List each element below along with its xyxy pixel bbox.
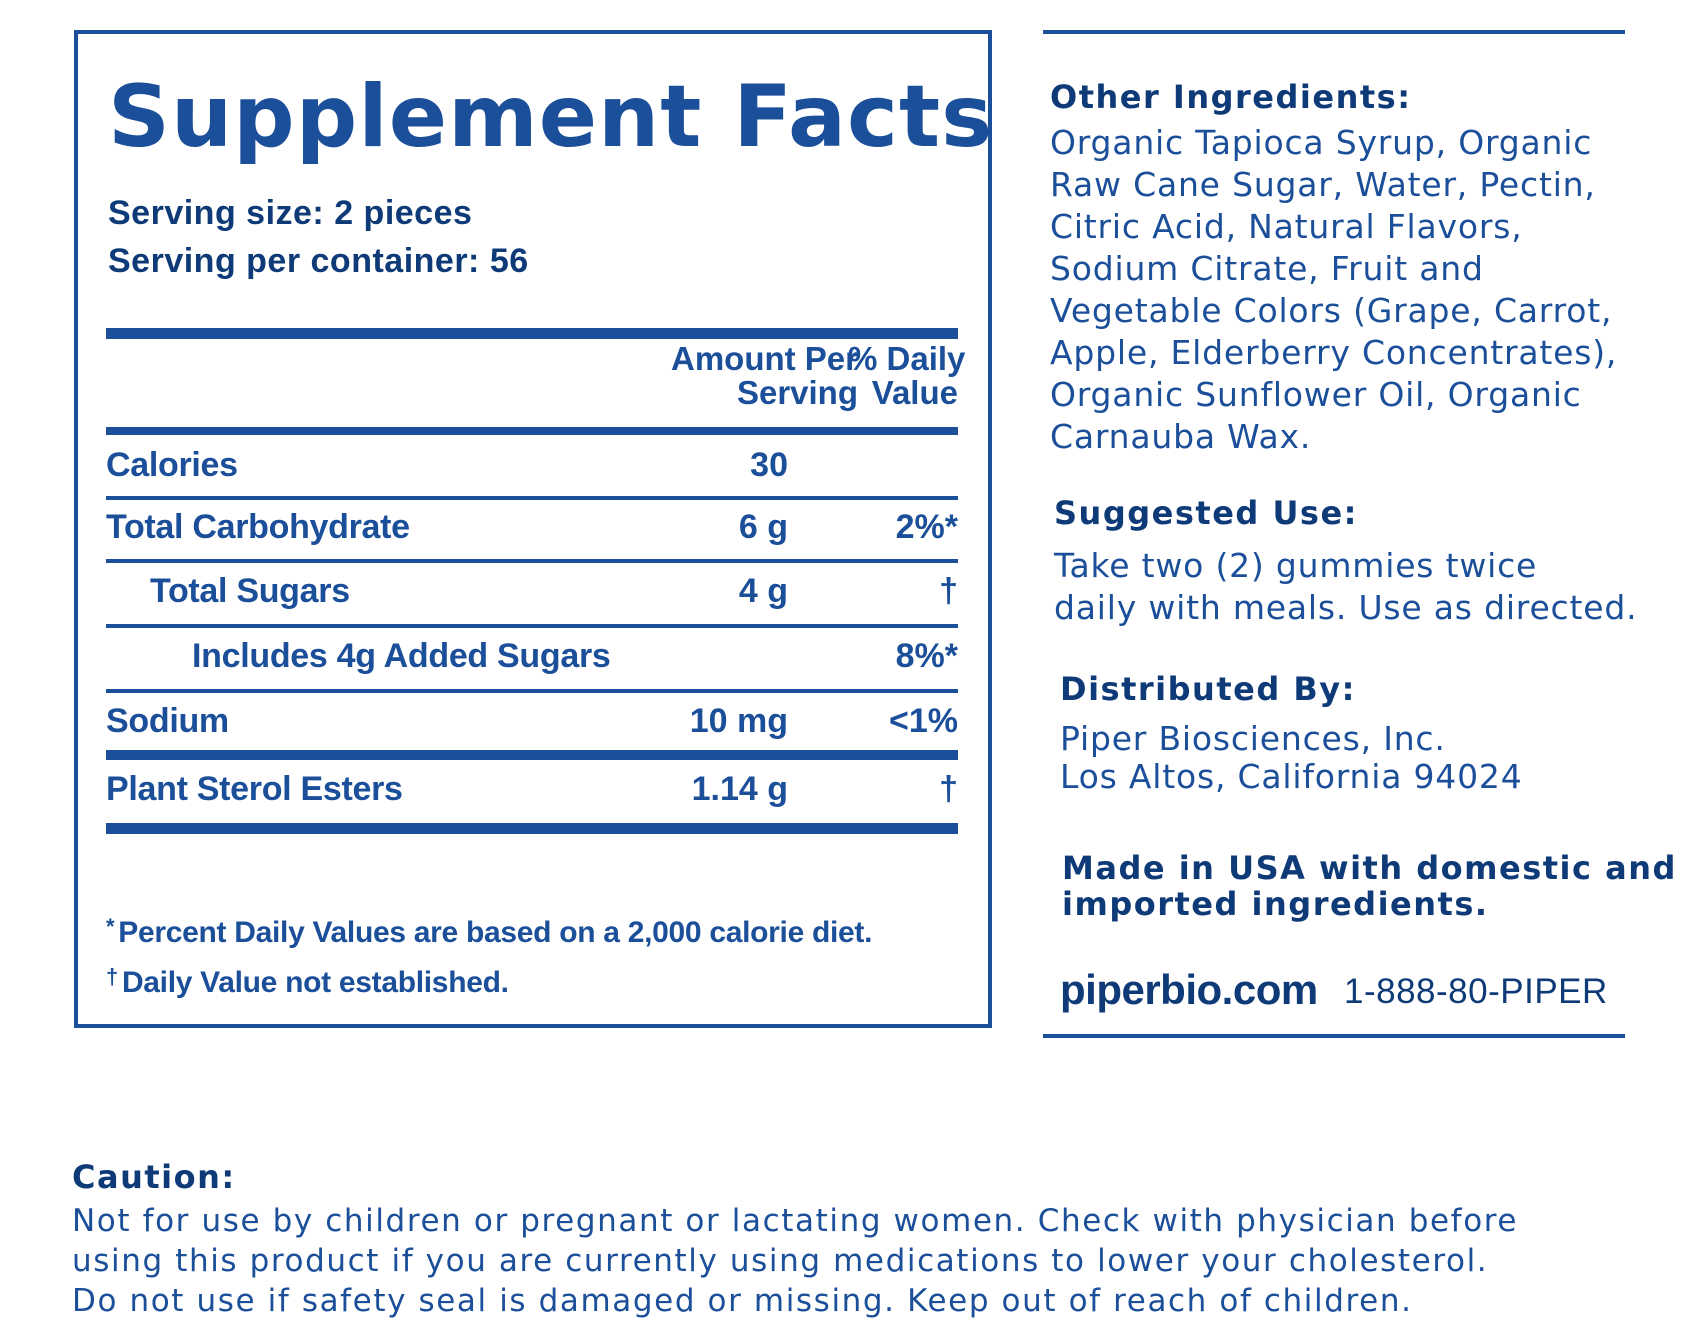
suggested-use-line: Take two (2) gummies twice (1054, 546, 1538, 585)
dv-header-line2: Value (871, 374, 958, 411)
ingredient-line: Organic Tapioca Syrup, Organic (1050, 123, 1593, 162)
phone-number: 1-888-80-PIPER (1344, 972, 1608, 1011)
ingredient-line: Vegetable Colors (Grape, Carrot, (1050, 291, 1613, 330)
supplement-facts-title: Supplement Facts (108, 67, 994, 167)
distributor-line: Los Altos, California 94024 (1060, 757, 1523, 796)
distributed-by-heading: Distributed By: (1060, 670, 1356, 708)
distributor-address: Piper Biosciences, Inc. Los Altos, Calif… (1060, 720, 1523, 796)
nutrient-dv: † (939, 572, 958, 610)
nutrient-name: Total Sugars (150, 572, 350, 610)
nutrient-amount: 30 (750, 446, 788, 484)
ingredient-line: Sodium Citrate, Fruit and (1050, 249, 1484, 288)
bottom-thick-rule (106, 823, 958, 834)
made-in-line: imported ingredients. (1062, 885, 1489, 923)
footnote-mark: † (106, 964, 118, 989)
row-divider-thick (106, 750, 958, 760)
dv-header-line1: % Daily (848, 340, 966, 377)
servings-per-container: Serving per container: 56 (108, 242, 529, 280)
other-ingredients-heading: Other Ingredients: (1050, 78, 1412, 116)
nutrient-dv: <1% (889, 702, 958, 740)
footnote-text: Percent Daily Values are based on a 2,00… (118, 916, 873, 949)
website-url: piperbio.com (1060, 966, 1318, 1013)
nutrient-amount: 10 mg (689, 702, 788, 740)
nutrient-row-total-carbohydrate: Total Carbohydrate 6 g 2%* (106, 508, 958, 558)
ingredient-line: Carnauba Wax. (1050, 417, 1312, 456)
footnote-mark: * (106, 914, 115, 939)
nutrient-name: Total Carbohydrate (106, 508, 410, 546)
row-divider (106, 689, 958, 693)
nutrient-row-sodium: Sodium 10 mg <1% (106, 702, 958, 752)
nutrient-name: Plant Sterol Esters (106, 770, 403, 808)
amount-header-line1: Amount Per (670, 340, 858, 377)
nutrient-amount: 4 g (738, 572, 788, 610)
distributor-line: Piper Biosciences, Inc. (1060, 719, 1446, 758)
nutrient-name: Includes 4g Added Sugars (192, 637, 611, 675)
amount-per-serving-header: Amount Per Serving (508, 342, 858, 410)
nutrient-row-total-sugars: Total Sugars 4 g † (106, 572, 958, 622)
nutrient-dv: 2%* (895, 508, 958, 546)
row-divider (106, 496, 958, 500)
ingredient-line: Raw Cane Sugar, Water, Pectin, (1050, 165, 1596, 204)
nutrient-row-added-sugars: Includes 4g Added Sugars 8%* (106, 637, 958, 687)
caution-line: using this product if you are currently … (72, 1243, 1489, 1279)
suggested-use-line: daily with meals. Use as directed. (1054, 588, 1638, 627)
footnote-not-established: † Daily Value not established. (106, 964, 509, 1000)
amount-header-line2: Serving (736, 374, 858, 411)
footnote-daily-values: * Percent Daily Values are based on a 2,0… (106, 914, 872, 950)
caution-line: Do not use if safety seal is damaged or … (72, 1283, 1413, 1319)
supplement-facts-panel: Supplement Facts Serving size: 2 pieces … (74, 30, 992, 1028)
header-rule (106, 427, 958, 435)
ingredient-line: Apple, Elderberry Concentrates), (1050, 333, 1618, 372)
suggested-use-text: Take two (2) gummies twice daily with me… (1054, 545, 1637, 629)
row-divider (106, 624, 958, 628)
ingredient-line: Citric Acid, Natural Flavors, (1050, 207, 1523, 246)
made-in-usa-statement: Made in USA with domestic and imported i… (1062, 850, 1677, 922)
nutrient-row-calories: Calories 30 (106, 446, 958, 496)
caution-line: Not for use by children or pregnant or l… (72, 1203, 1519, 1239)
top-thick-rule (106, 328, 958, 339)
suggested-use-heading: Suggested Use: (1054, 494, 1358, 532)
caution-heading: Caution: (72, 1158, 236, 1196)
nutrient-dv: 8%* (895, 637, 958, 675)
nutrient-name: Calories (106, 446, 238, 484)
serving-size: Serving size: 2 pieces (108, 194, 473, 232)
nutrient-dv: † (939, 770, 958, 808)
ingredient-line: Organic Sunflower Oil, Organic (1050, 375, 1582, 414)
caution-text: Not for use by children or pregnant or l… (72, 1201, 1518, 1321)
nutrient-amount: 1.14 g (691, 770, 788, 808)
made-in-line: Made in USA with domestic and (1062, 849, 1677, 887)
right-top-rule (1043, 30, 1625, 34)
row-divider (106, 559, 958, 563)
daily-value-header: % Daily Value (848, 340, 966, 411)
nutrient-row-plant-sterol-esters: Plant Sterol Esters 1.14 g † (106, 770, 958, 820)
right-bottom-rule (1043, 1034, 1625, 1038)
other-ingredients-text: Organic Tapioca Syrup, Organic Raw Cane … (1050, 122, 1617, 458)
footnote-text: Daily Value not established. (121, 966, 509, 999)
nutrient-amount: 6 g (738, 508, 788, 546)
nutrient-name: Sodium (106, 702, 229, 740)
